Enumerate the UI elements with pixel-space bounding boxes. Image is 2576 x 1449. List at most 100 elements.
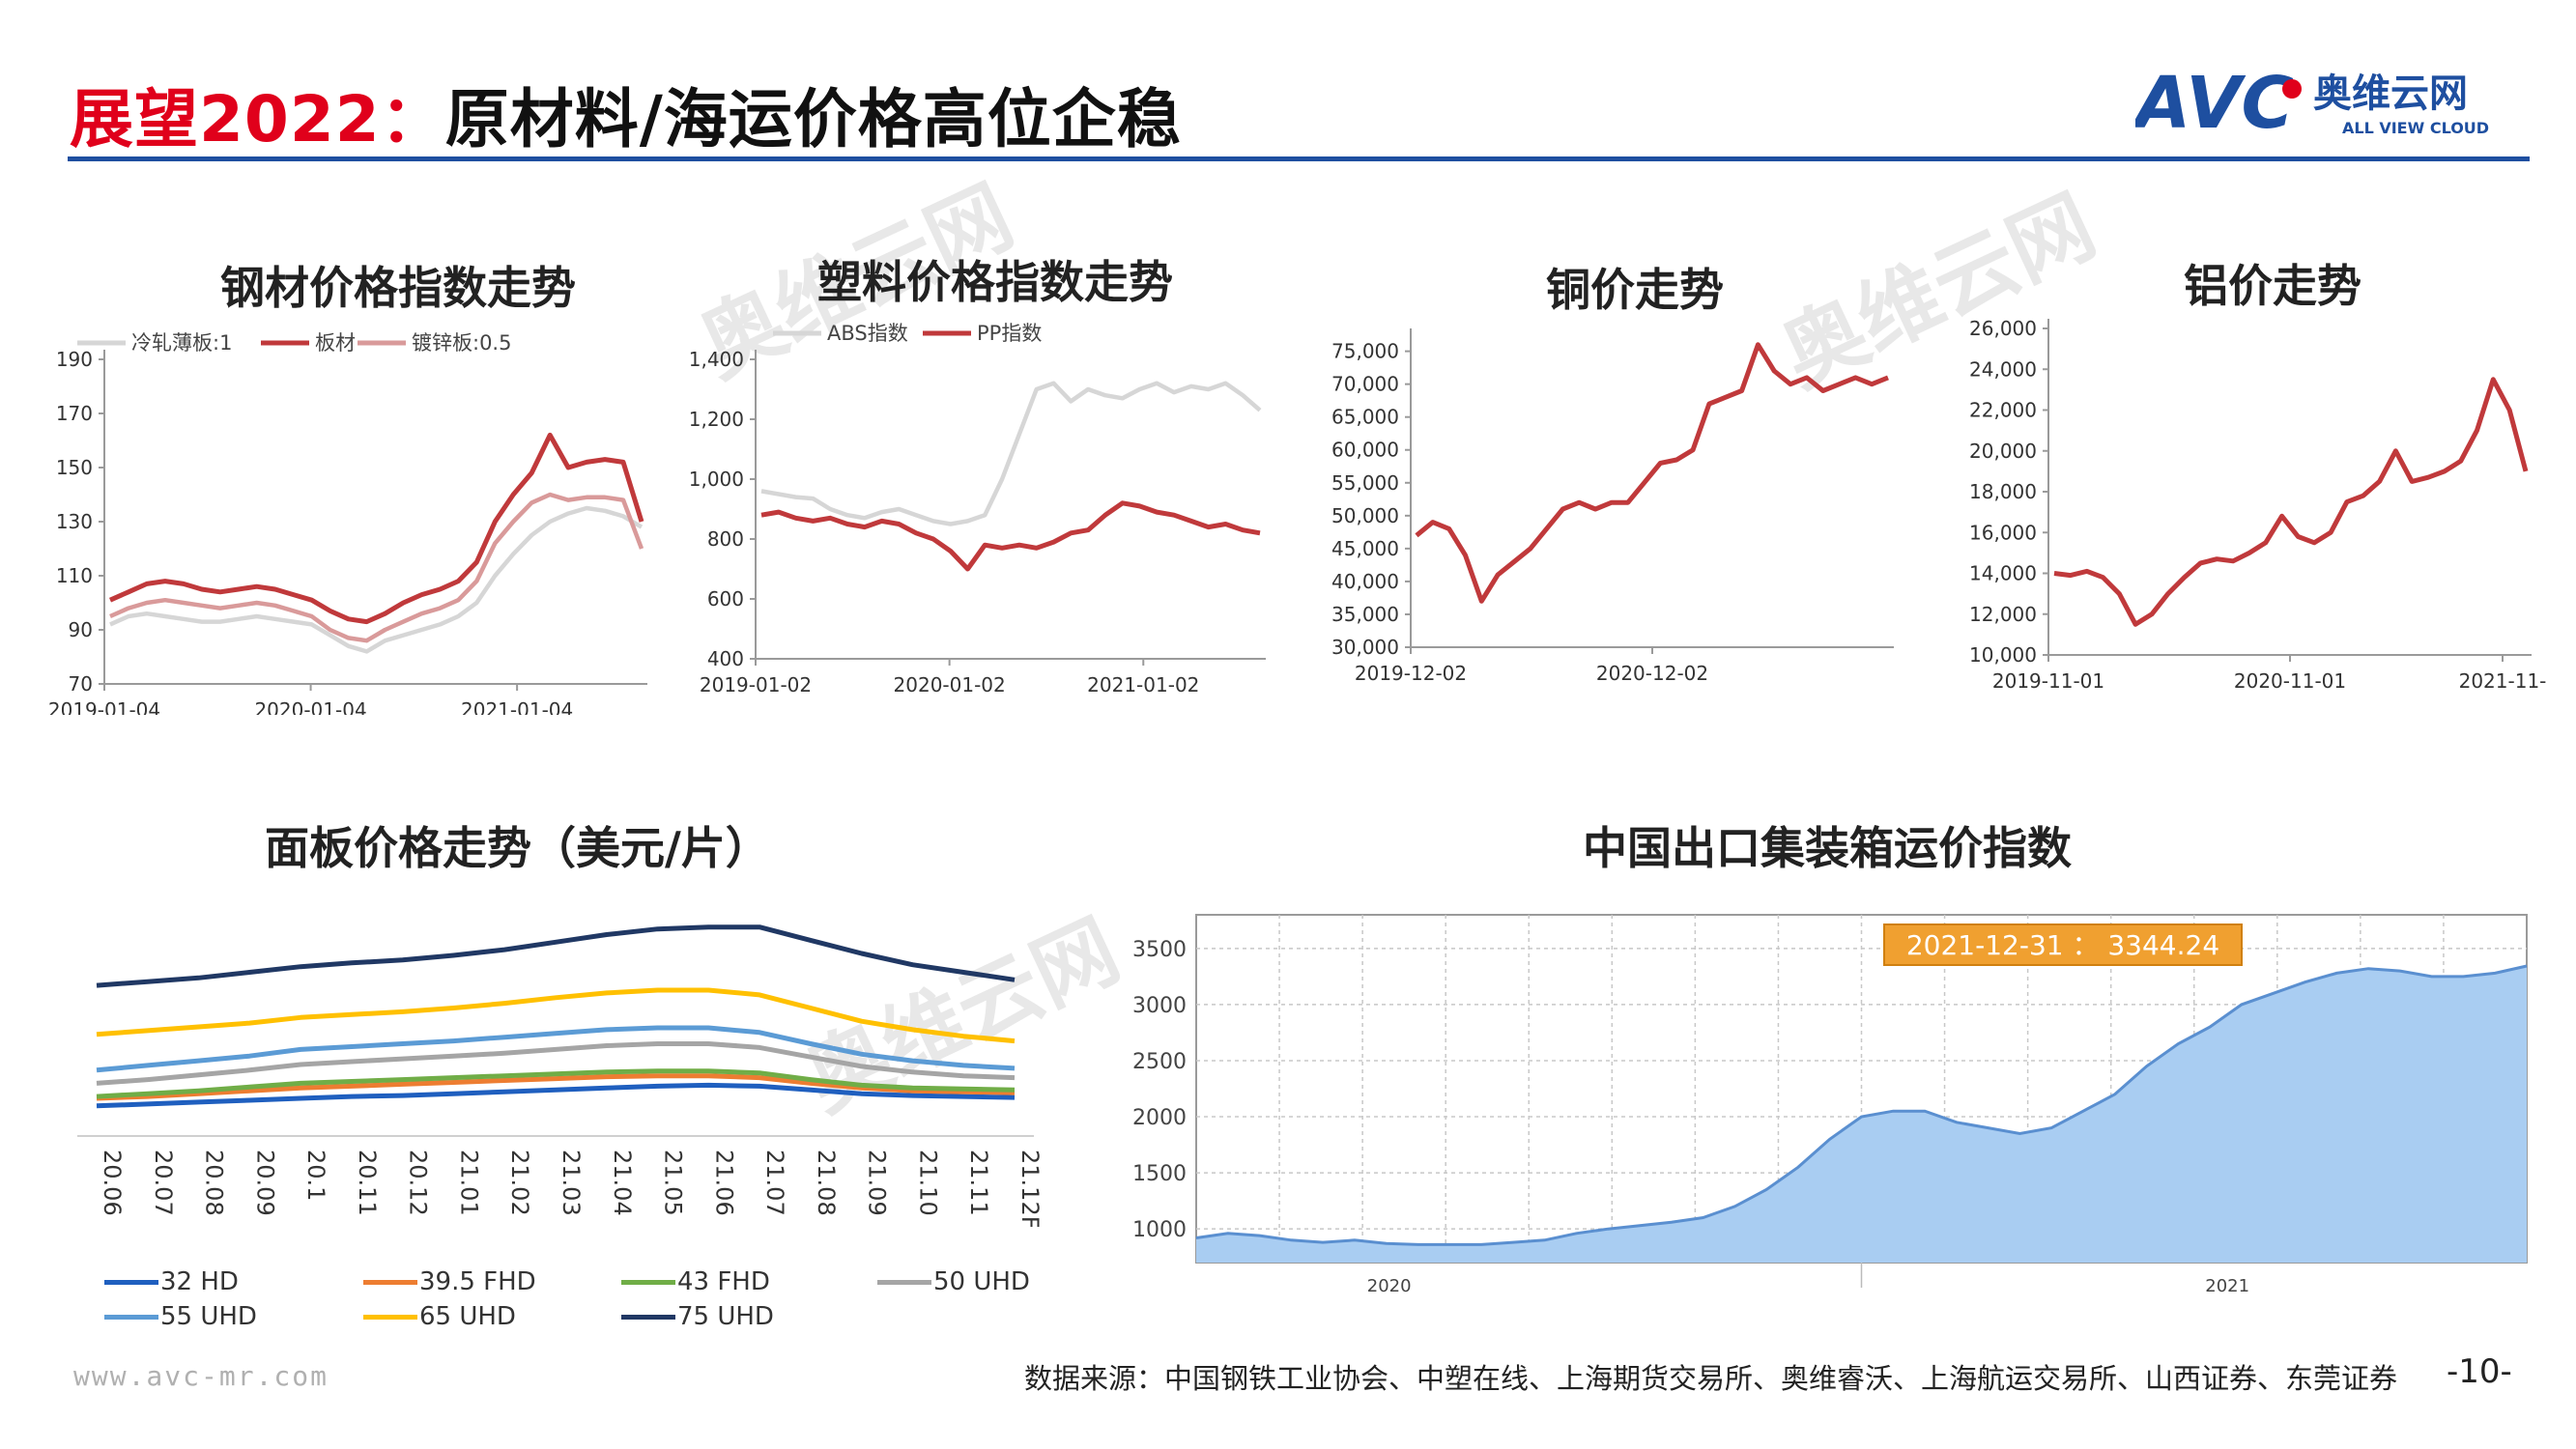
legend-item: 65 UHD <box>363 1302 516 1331</box>
legend-swatch <box>363 1280 417 1285</box>
legend-swatch <box>104 1280 158 1285</box>
y-tick-label: 18,000 <box>1969 480 2037 503</box>
y-tick-label: 110 <box>56 564 93 587</box>
x-tick-label: 21.01 <box>455 1150 482 1216</box>
legend-label: 50 UHD <box>933 1267 1030 1296</box>
legend-label: 75 UHD <box>677 1302 774 1331</box>
copper-price-chart: 30,000 35,000 40,000 45,000 50,000 55,000 60,0… <box>1331 328 1894 685</box>
title-highlight: 展望2022： <box>70 82 445 156</box>
legend-label: 32 HD <box>160 1267 239 1296</box>
legend-swatch <box>877 1280 931 1285</box>
x-tick-label: 21.03 <box>558 1150 585 1216</box>
page-number: -10- <box>2447 1352 2512 1391</box>
plastic-price-chart: 400 600 800 1,000 1,200 1,400 2019-01-02 2020-0… <box>689 322 1266 696</box>
y-tick-label: 65,000 <box>1331 406 1399 429</box>
y-tick-label: 14,000 <box>1969 562 2037 585</box>
x-tick-label: 21.12F <box>1016 1150 1044 1227</box>
legend-label: 镀锌板:0.5 <box>412 331 511 355</box>
x-tick-label: 21.05 <box>660 1150 687 1216</box>
data-source: 数据来源：中国钢铁工业协会、中塑在线、上海期货交易所、奥维睿沃、上海航运交易所、… <box>1024 1362 2398 1395</box>
x-tick-label: 20.09 <box>251 1150 278 1216</box>
legend-swatch <box>104 1315 158 1320</box>
series-line <box>96 1025 1016 1073</box>
legend-label: 43 FHD <box>677 1267 770 1296</box>
x-tick-label: 20.1 <box>302 1150 329 1201</box>
x-tick-label: 2020-01-04 <box>254 698 366 715</box>
y-tick-label: 1,000 <box>689 468 744 491</box>
freight-chart-title: 中国出口集装箱运价指数 <box>1583 822 2072 874</box>
y-tick-label: 400 <box>707 647 744 670</box>
legend-label: PP指数 <box>977 322 1042 345</box>
y-tick-label: 45,000 <box>1331 537 1399 560</box>
plastic-chart-title: 塑料价格指数走势 <box>817 256 1173 308</box>
y-tick-label: 150 <box>56 456 93 479</box>
legend-item: 39.5 FHD <box>363 1267 536 1296</box>
y-tick-label: 12,000 <box>1969 603 2037 626</box>
series-line <box>760 381 1262 526</box>
page-title: 展望2022：原材料/海运价格高位企稳 <box>70 68 1182 160</box>
header-rule <box>68 156 2530 161</box>
x-tick-label: 21.02 <box>506 1150 533 1216</box>
y-tick-label: 40,000 <box>1331 570 1399 593</box>
x-tick-label: 20.06 <box>99 1150 126 1216</box>
logo-en-text: ALL VIEW CLOUD <box>2342 119 2489 137</box>
x-tick-label: 21.10 <box>914 1150 941 1216</box>
series-line <box>108 432 644 625</box>
y-tick-label: 10,000 <box>1969 643 2037 667</box>
x-tick-label: 20.12 <box>405 1150 432 1216</box>
annotation-label: 2021-12-31 ： 3344.24 <box>1906 929 2219 961</box>
y-tick-label: 20,000 <box>1969 440 2037 463</box>
x-tick-label: 2021-01-02 <box>1087 673 1199 696</box>
series-line <box>109 492 644 643</box>
y-tick-label: 1,400 <box>689 348 744 371</box>
avc-logo: AVC 奥维云网 ALL VIEW CLOUD <box>2131 60 2541 147</box>
legend-label: 冷轧薄板:1 <box>131 331 232 355</box>
y-tick-label: 90 <box>69 618 93 641</box>
legend-label: 55 UHD <box>160 1302 257 1331</box>
x-tick-label: 21.08 <box>813 1150 840 1216</box>
annotation-box <box>1883 923 2243 966</box>
legend-item: 50 UHD <box>877 1267 1030 1296</box>
series-line <box>1415 342 1889 604</box>
legend-label: 65 UHD <box>419 1302 516 1331</box>
y-tick-label: 1,200 <box>689 408 744 431</box>
panel-chart-legend: 32 HD 39.5 FHD 43 FHD 50 UHD 55 UHD 65 UHD 75 … <box>104 1267 1071 1345</box>
x-tick-label: 21.07 <box>761 1150 788 1216</box>
aluminum-chart-title: 铝价走势 <box>2184 260 2361 312</box>
y-tick-label: 75,000 <box>1331 340 1399 363</box>
logo-cn-text: 奥维云网 <box>2313 71 2468 116</box>
x-tick-label: 2021 <box>2205 1276 2249 1296</box>
series-line <box>96 1073 1016 1101</box>
y-tick-label: 70 <box>69 672 93 696</box>
x-tick-label: 20.08 <box>201 1150 228 1216</box>
copper-chart-title: 铜价走势 <box>1546 264 1724 316</box>
steel-price-chart: 70 90 110 130 150 170 190 2019-01-04 2020-01-04 2… <box>48 331 647 715</box>
y-tick-label: 55,000 <box>1331 471 1399 495</box>
logo-dot <box>2282 79 2302 99</box>
series-line <box>96 924 1016 988</box>
x-tick-label: 21.06 <box>710 1150 737 1216</box>
y-tick-label: 190 <box>56 348 93 371</box>
legend-swatch <box>621 1280 675 1285</box>
y-tick-label: 3000 <box>1132 994 1187 1018</box>
legend-label: 板材 <box>315 331 356 355</box>
y-tick-label: 1000 <box>1132 1218 1187 1242</box>
y-tick-label: 16,000 <box>1969 521 2037 544</box>
legend-label: ABS指数 <box>827 322 908 345</box>
x-tick-label: 2020-12-02 <box>1596 662 1708 685</box>
y-tick-label: 30,000 <box>1331 636 1399 659</box>
website-url: www.avc-mr.com <box>73 1360 329 1392</box>
y-tick-label: 22,000 <box>1969 399 2037 422</box>
legend-item: 32 HD <box>104 1267 239 1296</box>
x-tick-label: 2019-01-02 <box>700 673 812 696</box>
x-tick-label: 21.09 <box>864 1150 891 1216</box>
y-tick-label: 60,000 <box>1331 439 1399 462</box>
series-line <box>96 1041 1016 1086</box>
series-line <box>96 1082 1016 1109</box>
legend-label: 39.5 FHD <box>419 1267 536 1296</box>
legend-swatch <box>363 1315 417 1320</box>
y-tick-label: 3500 <box>1132 938 1187 962</box>
y-tick-label: 130 <box>56 510 93 533</box>
x-tick-label: 2021-11- <box>2459 669 2547 693</box>
y-tick-label: 50,000 <box>1331 504 1399 527</box>
